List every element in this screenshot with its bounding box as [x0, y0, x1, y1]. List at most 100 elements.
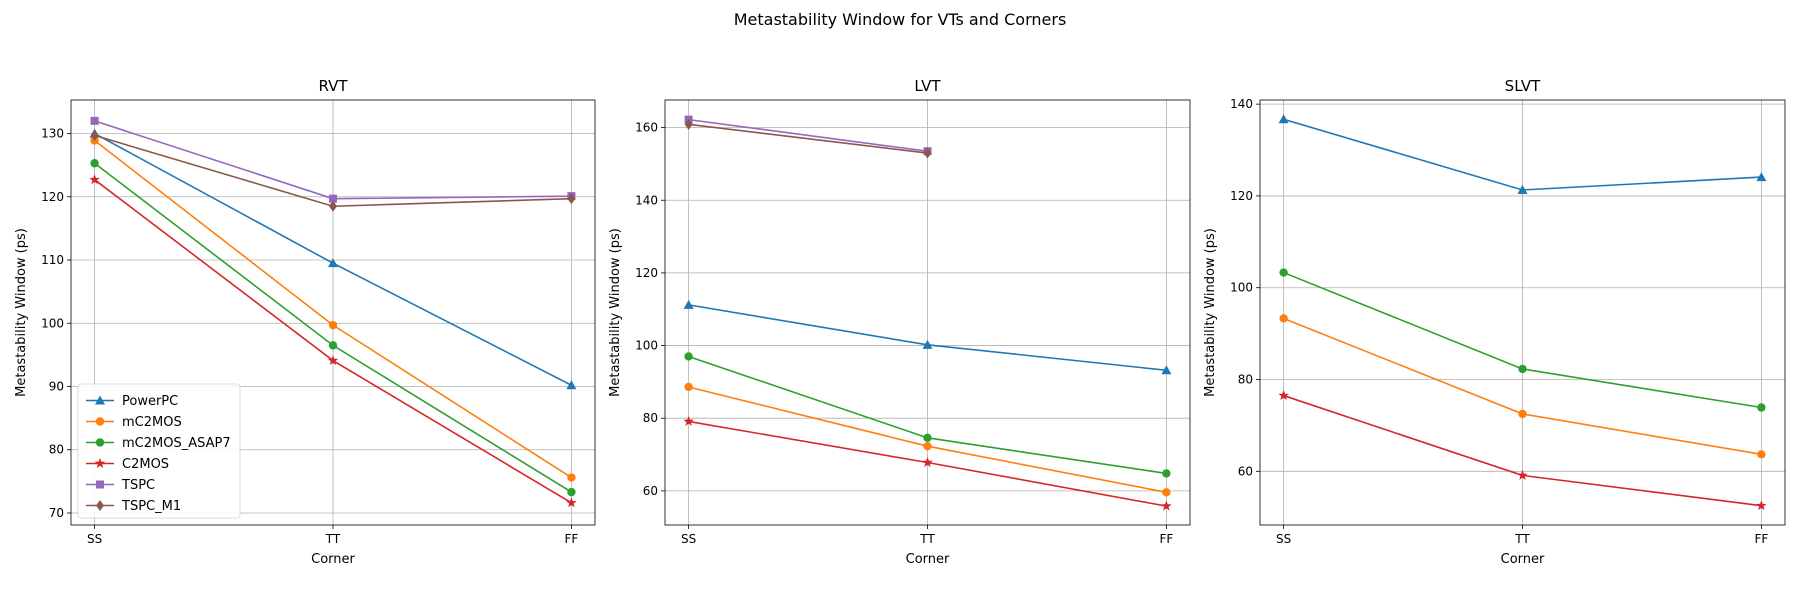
- legend: PowerPC mC2MOS mC2MOS_ASAP7 C2MOS TSPC TSPC_M…: [77, 383, 241, 519]
- data-point-mc2mos-asap7: [1518, 364, 1527, 374]
- data-point-tspc-m1: [923, 147, 932, 159]
- data-point-powerpc: [328, 258, 338, 268]
- data-point-mc2mos-asap7: [923, 433, 932, 443]
- data-point-mc2mos-asap7: [567, 487, 576, 497]
- legend-label: C2MOS: [122, 457, 169, 472]
- panel-lvt: SS TT FF 60 80 100 120 140 160 LVT Corner Metastabi…: [608, 77, 1191, 567]
- data-point-c2mos: [327, 355, 339, 366]
- legend-marker-tspc-m1: [96, 500, 104, 511]
- data-point-mc2mos-asap7: [1757, 403, 1766, 412]
- data-point-tspc-m1: [90, 129, 99, 141]
- y-tick-label: 80: [643, 411, 658, 425]
- y-tick-label: 130: [41, 127, 64, 141]
- data-point-c2mos: [683, 415, 694, 426]
- data-point-tspc-m1: [684, 118, 693, 130]
- data-point-c2mos: [1517, 469, 1528, 480]
- series-c2mos: [89, 174, 577, 508]
- data-point-tspc: [329, 194, 337, 203]
- data-point-powerpc: [1756, 172, 1767, 182]
- x-tick-label: FF: [565, 532, 579, 546]
- data-point-c2mos: [566, 497, 577, 508]
- y-tick-label: 80: [1238, 373, 1253, 387]
- series-mc2mos-asap7: [684, 352, 1171, 478]
- y-axis-label: Metastability Window (ps): [14, 228, 29, 397]
- x-tick-label: FF: [1159, 532, 1173, 546]
- legend-marker-mc2mos: [95, 417, 105, 426]
- x-tick-label: FF: [1754, 532, 1768, 546]
- data-point-mc2mos: [567, 473, 576, 482]
- legend-item-powerpc: PowerPC: [86, 394, 178, 409]
- legend-marker-tspc: [96, 480, 104, 489]
- legend-label: PowerPC: [122, 394, 178, 409]
- y-tick-label: 120: [635, 266, 658, 280]
- panel-title: SLVT: [1505, 77, 1541, 95]
- x-tick-label: SS: [681, 532, 696, 546]
- legend-marker-powerpc: [95, 395, 105, 405]
- legend-item-tspc: TSPC: [86, 478, 155, 493]
- legend-marker-c2mos: [94, 458, 106, 468]
- y-axis-label: Metastability Window (ps): [1203, 228, 1218, 397]
- series-line-tspc-m1: [688, 123, 928, 154]
- data-point-powerpc: [683, 299, 694, 309]
- data-point-mc2mos-asap7: [1279, 268, 1288, 277]
- data-point-mc2mos: [328, 320, 338, 330]
- y-tick-label: 80: [49, 443, 64, 457]
- legend-label: mC2MOS: [122, 415, 182, 430]
- y-tick-label: 140: [1230, 97, 1253, 111]
- y-tick-label: 110: [41, 253, 64, 267]
- data-point-c2mos: [922, 457, 933, 467]
- y-axis-label: Metastability Window (ps): [608, 228, 623, 397]
- data-point-tspc: [90, 116, 99, 125]
- y-tick-label: 100: [1230, 281, 1253, 295]
- data-point-powerpc: [1517, 184, 1528, 194]
- panel-slvt: SS TT FF 60 80 100 120 140 SLVT Corner Metastabili…: [1203, 77, 1786, 567]
- x-tick-label: TT: [1514, 532, 1530, 546]
- legend-item-mc2mos: mC2MOS: [86, 415, 182, 430]
- legend-box: [77, 383, 241, 519]
- series-powerpc: [1278, 114, 1767, 194]
- data-point-c2mos: [1756, 500, 1767, 511]
- series-tspc-m1: [90, 129, 576, 212]
- series-c2mos: [683, 415, 1172, 511]
- series-mc2mos-asap7: [90, 159, 576, 497]
- legend-label: TSPC_M1: [121, 499, 181, 514]
- panel-title: LVT: [914, 77, 941, 95]
- x-axis-label: Corner: [1501, 552, 1545, 567]
- series-mc2mos: [1279, 314, 1766, 459]
- data-point-mc2mos: [1757, 450, 1766, 459]
- legend-label: TSPC: [121, 478, 155, 493]
- panel-rvt: SS TT FF 70 80 90 100 110 120 130 RVT Corner Metasta…: [14, 77, 596, 567]
- panel-title: RVT: [318, 77, 348, 95]
- data-point-mc2mos: [1279, 314, 1288, 323]
- data-point-powerpc: [566, 380, 577, 390]
- data-point-mc2mos-asap7: [90, 159, 99, 168]
- x-axis-label: Corner: [311, 552, 355, 567]
- y-tick-label: 120: [1230, 189, 1253, 203]
- data-point-c2mos: [89, 174, 100, 185]
- y-tick-label: 120: [41, 190, 64, 204]
- data-point-mc2mos-asap7: [1162, 469, 1171, 478]
- y-tick-label: 160: [635, 121, 658, 135]
- data-point-mc2mos-asap7: [328, 341, 338, 350]
- legend-item-c2mos: C2MOS: [86, 457, 169, 472]
- data-point-c2mos: [1161, 500, 1172, 511]
- series-tspc-m1: [684, 118, 932, 159]
- x-tick-label: TT: [325, 532, 341, 546]
- data-point-mc2mos: [923, 441, 932, 451]
- data-point-tspc-m1: [329, 200, 337, 212]
- data-point-mc2mos: [1162, 488, 1171, 497]
- y-tick-label: 60: [643, 484, 658, 498]
- y-tick-label: 70: [49, 506, 64, 520]
- data-point-powerpc: [922, 339, 933, 349]
- data-point-mc2mos: [1518, 409, 1527, 419]
- x-tick-label: SS: [87, 532, 102, 546]
- x-tick-label: SS: [1276, 532, 1291, 546]
- data-point-c2mos: [1278, 390, 1289, 401]
- data-point-powerpc: [1278, 114, 1289, 124]
- series-mc2mos: [684, 382, 1171, 497]
- data-point-mc2mos-asap7: [684, 352, 693, 361]
- legend-item-mc2mos-asap7: mC2MOS_ASAP7: [86, 436, 231, 451]
- figure-title: Metastability Window for VTs and Corners: [734, 10, 1067, 29]
- series-powerpc: [683, 299, 1172, 375]
